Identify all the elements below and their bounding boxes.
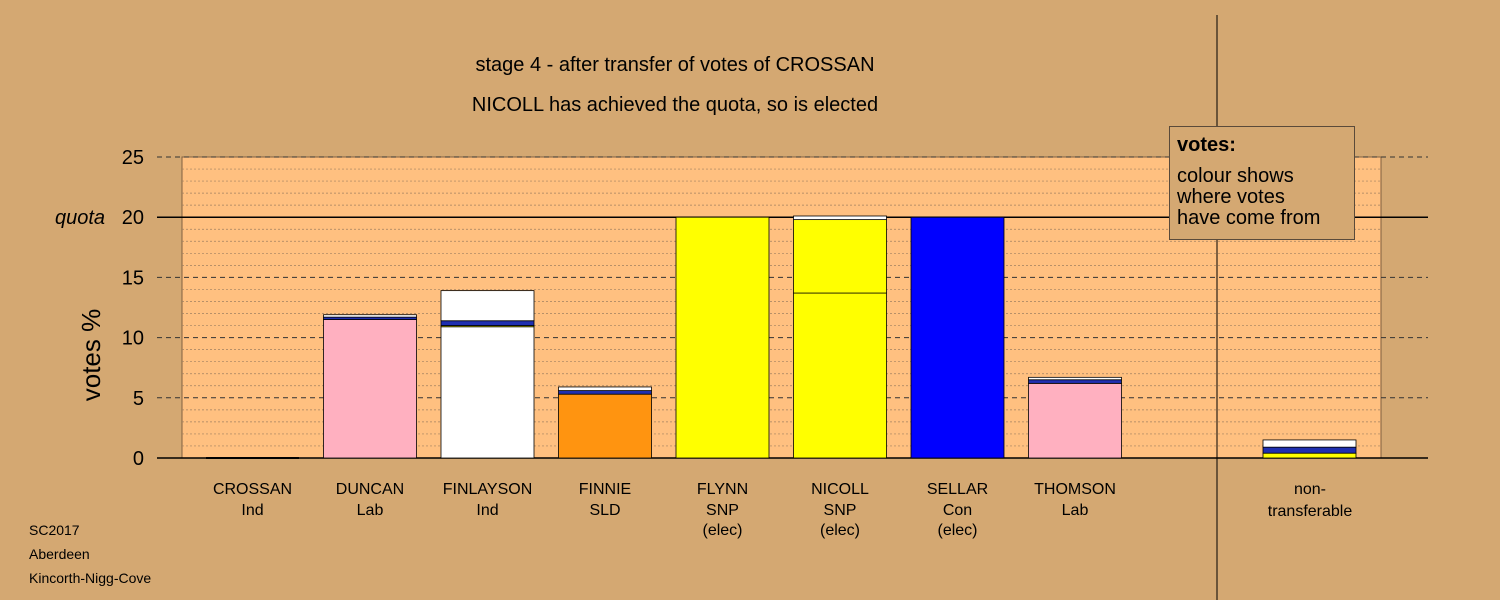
footer-election: SC2017: [29, 522, 80, 538]
bar-segment: [910, 216, 1005, 459]
candidate-name-label: NICOLL: [811, 481, 869, 498]
y-tick-label: 15: [122, 267, 144, 289]
bar-segment: [558, 386, 652, 391]
bar-segment: [793, 292, 887, 459]
candidate-party-label: Ind: [476, 502, 498, 519]
candidate-status-label: (elec): [820, 522, 860, 539]
bar-segment: [1028, 376, 1122, 381]
non-transferable-label: non-: [1294, 481, 1326, 498]
legend-line: where votes: [1177, 186, 1285, 208]
bar-segment: [793, 215, 887, 221]
bar-segment: [558, 393, 652, 459]
candidate-status-label: (elec): [937, 522, 977, 539]
bar-segment: [1028, 382, 1122, 459]
bar-segment: [440, 326, 535, 459]
legend: votes: colour shows where votes have com…: [1169, 126, 1355, 240]
candidate-name-label: SELLAR: [927, 481, 988, 498]
candidate-name-label: FINNIE: [579, 481, 631, 498]
candidate-party-label: SNP: [706, 502, 739, 519]
non-transferable-label: transferable: [1268, 503, 1353, 520]
candidate-name-label: DUNCAN: [336, 481, 404, 498]
bar-segment: [323, 314, 417, 318]
chart-title: stage 4 - after transfer of votes of CRO…: [475, 54, 875, 76]
bar-segment: [1262, 439, 1357, 448]
bar-segment: [793, 219, 887, 294]
candidate-party-label: SNP: [824, 502, 857, 519]
bar-segment: [1262, 446, 1357, 454]
y-tick-label: 25: [122, 147, 144, 169]
y-tick-label: 10: [122, 328, 144, 350]
footer-ward: Kincorth-Nigg-Cove: [29, 570, 152, 586]
candidate-party-label: Lab: [1062, 502, 1089, 519]
bar-segment: [1028, 379, 1122, 384]
bar-segment: [558, 390, 652, 395]
footer-council: Aberdeen: [29, 546, 90, 562]
y-tick-label: 5: [133, 388, 144, 410]
candidate-party-label: Con: [943, 502, 972, 519]
bar-segment: [440, 290, 535, 322]
candidate-name-label: FLYNN: [697, 481, 748, 498]
candidate-party-label: Lab: [357, 502, 384, 519]
legend-title: votes:: [1177, 134, 1236, 156]
candidate-name-label: FINLAYSON: [443, 481, 533, 498]
candidate-party-label: Ind: [241, 502, 263, 519]
bar-segment: [675, 216, 770, 459]
candidate-name-label: THOMSON: [1034, 481, 1116, 498]
candidate-party-label: SLD: [589, 502, 620, 519]
y-tick-label: 20: [122, 207, 144, 229]
candidate-name-label: CROSSAN: [213, 481, 292, 498]
candidate-status-label: (elec): [702, 522, 742, 539]
quota-label: quota: [55, 207, 105, 229]
bar-segment: [323, 319, 417, 459]
legend-line: colour shows: [1177, 165, 1294, 187]
bar-segment: [1262, 452, 1357, 459]
y-tick-label: 0: [133, 448, 144, 470]
legend-line: have come from: [1177, 207, 1321, 229]
y-axis-label: votes %: [76, 309, 106, 402]
chart-subtitle: NICOLL has achieved the quota, so is ele…: [471, 94, 879, 116]
bar-segment: [440, 320, 535, 326]
